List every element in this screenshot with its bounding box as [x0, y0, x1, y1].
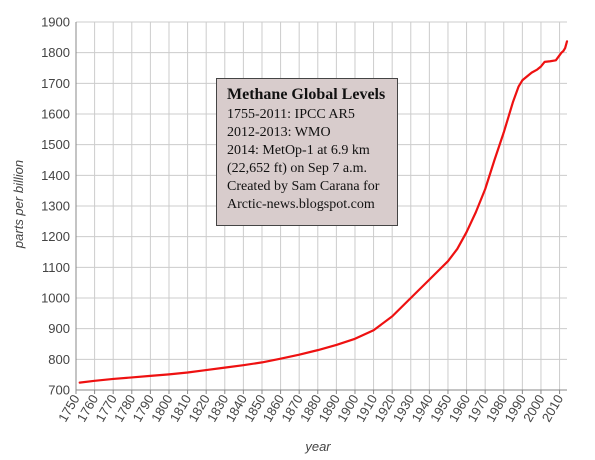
annotation-line: Arctic-news.blogspot.com	[227, 197, 375, 212]
annotation-line: 1755-2011: IPCC AR5	[227, 107, 355, 122]
y-tick-label: 1300	[41, 199, 70, 214]
x-tick-labels: 1750176017701780179018001810182018301840…	[55, 392, 566, 425]
axes	[75, 22, 567, 394]
y-tick-label: 1700	[41, 76, 70, 91]
series-line	[78, 40, 569, 384]
annotation-line: 2012-2013: WMO	[227, 125, 331, 140]
y-tick-label: 1200	[41, 229, 70, 244]
y-tick-label: 1900	[41, 15, 70, 30]
y-tick-label: 700	[48, 383, 70, 398]
annotation-box: Methane Global Levels 1755-2011: IPCC AR…	[216, 78, 398, 226]
annotation-title: Methane Global Levels	[227, 86, 386, 103]
y-tick-label: 1600	[41, 107, 70, 122]
y-tick-label: 1800	[41, 45, 70, 60]
x-axis-title: year	[304, 439, 331, 454]
y-tick-label: 1400	[41, 168, 70, 183]
y-tick-label: 1100	[42, 260, 70, 275]
annotation-line: 2014: MetOp-1 at 6.9 km	[227, 143, 370, 158]
y-tick-labels: 700 800 900 1000 1100 1200 1300 1400 1500 1600 170…	[41, 15, 70, 398]
y-axis-title: parts per billion	[11, 160, 26, 249]
annotation-line: (22,652 ft) on Sep 7 a.m.	[227, 161, 367, 176]
y-tick-label: 1500	[41, 137, 70, 152]
annotation-line: Created by Sam Carana for	[227, 179, 380, 194]
y-tick-label: 800	[48, 352, 70, 367]
y-tick-label: 1000	[41, 291, 70, 306]
y-tick-label: 900	[48, 321, 70, 336]
series-layer	[78, 40, 569, 384]
